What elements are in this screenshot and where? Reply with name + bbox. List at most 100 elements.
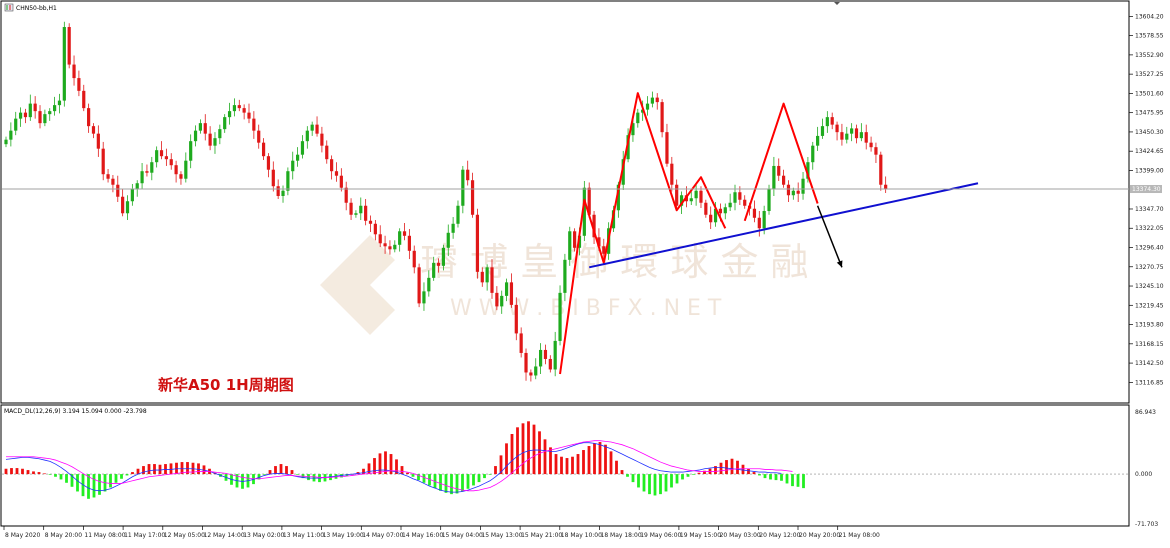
macd-bar <box>158 464 162 475</box>
macd-bar <box>43 473 46 475</box>
candle <box>247 103 251 124</box>
candle <box>796 182 800 202</box>
macd-bar <box>54 474 57 477</box>
macd-bar <box>593 443 596 475</box>
macd-bar <box>296 474 299 475</box>
candle <box>636 108 640 128</box>
candle <box>252 111 256 139</box>
candle <box>534 358 538 380</box>
candle <box>130 183 134 206</box>
candle <box>305 126 309 149</box>
candle <box>801 171 805 200</box>
price-tick-label: 13578.55 <box>1135 33 1164 40</box>
candle <box>840 123 844 146</box>
macd-bar <box>648 474 651 495</box>
candle <box>830 112 834 130</box>
macd-bar <box>785 474 789 484</box>
macd-bar <box>455 474 459 494</box>
candle <box>62 21 66 107</box>
price-tick-label: 13527.25 <box>1135 71 1164 78</box>
time-tick-label: 19 May 15:00 <box>680 532 721 539</box>
time-tick-label: 8 May 20:00 <box>45 532 83 539</box>
macd-bar <box>780 474 783 481</box>
time-tick-label: 13 May 19:00 <box>323 532 364 539</box>
candle <box>164 148 168 166</box>
macd-bar <box>37 472 41 475</box>
candle <box>441 244 445 271</box>
macd-bar <box>444 474 448 493</box>
macd-bar <box>4 468 8 475</box>
trendline[interactable] <box>588 182 979 269</box>
macd-bar <box>120 474 123 479</box>
candle <box>354 210 358 218</box>
price-tick-label: 13142.50 <box>1135 360 1164 367</box>
time-tick-label: 13 May 11:00 <box>283 532 324 539</box>
macd-bar <box>714 466 717 475</box>
time-tick-label: 18 May 10:00 <box>561 532 602 539</box>
macd-bar <box>263 474 266 475</box>
arrow-icon[interactable] <box>816 205 843 268</box>
candle <box>543 344 548 365</box>
candle <box>402 223 407 241</box>
macd-bar <box>769 474 772 480</box>
time-tick-label: 18 May 18:00 <box>601 532 642 539</box>
time-tick-label: 21 May 08:00 <box>839 532 880 539</box>
candle <box>227 102 232 125</box>
candle <box>660 99 664 138</box>
macd-bar <box>554 454 558 475</box>
candle <box>446 224 450 257</box>
candle <box>850 123 854 142</box>
candle <box>398 228 402 252</box>
candle <box>563 253 567 302</box>
candle <box>349 198 353 221</box>
macd-bar <box>362 468 365 475</box>
candle <box>67 23 71 69</box>
macd-bar <box>763 474 767 479</box>
candle <box>461 165 465 214</box>
candle <box>767 184 771 215</box>
candle <box>266 153 271 178</box>
candle <box>670 156 674 192</box>
macd-axis[interactable]: 86.943 0.000 -71.703 <box>1135 409 1158 528</box>
candle <box>490 259 494 299</box>
candle <box>198 119 202 134</box>
candle <box>23 108 28 124</box>
time-tick-label: 15 May 13:00 <box>481 532 522 539</box>
watermark-logo-icon <box>320 235 395 335</box>
candle <box>208 126 212 151</box>
candle <box>709 206 713 230</box>
price-axis[interactable]: 13604.20 13578.55 13552.90 13527.25 13501.60… <box>1129 13 1164 386</box>
candle <box>4 136 8 148</box>
candle <box>388 240 392 255</box>
price-tick-label: 13116.85 <box>1135 379 1164 386</box>
candle <box>879 151 883 191</box>
candle <box>203 114 207 141</box>
macd-bar <box>411 474 415 477</box>
price-tick-label: 13424.65 <box>1135 148 1164 155</box>
macd-bar <box>422 474 426 483</box>
candle <box>412 245 416 274</box>
macd-bar <box>747 468 750 475</box>
time-tick-label: 15 May 04:00 <box>442 532 483 539</box>
macd-panel[interactable] <box>0 404 1130 527</box>
zigzag-right[interactable] <box>743 102 819 222</box>
candle <box>655 93 659 110</box>
macd-bar <box>538 431 541 475</box>
zigzag-left[interactable] <box>559 92 727 375</box>
candle <box>553 331 557 377</box>
macd-bar <box>565 458 569 475</box>
price-tick-label: 13475.95 <box>1135 110 1164 117</box>
candle <box>281 185 285 203</box>
macd-bar <box>406 472 409 475</box>
shift-marker-icon[interactable] <box>834 2 840 5</box>
candle <box>587 182 591 218</box>
candle <box>422 282 426 311</box>
macd-bar <box>389 454 393 475</box>
macd-bar <box>378 453 382 475</box>
macd-bar <box>697 472 701 475</box>
macd-bar <box>604 444 607 475</box>
candle <box>752 200 757 223</box>
